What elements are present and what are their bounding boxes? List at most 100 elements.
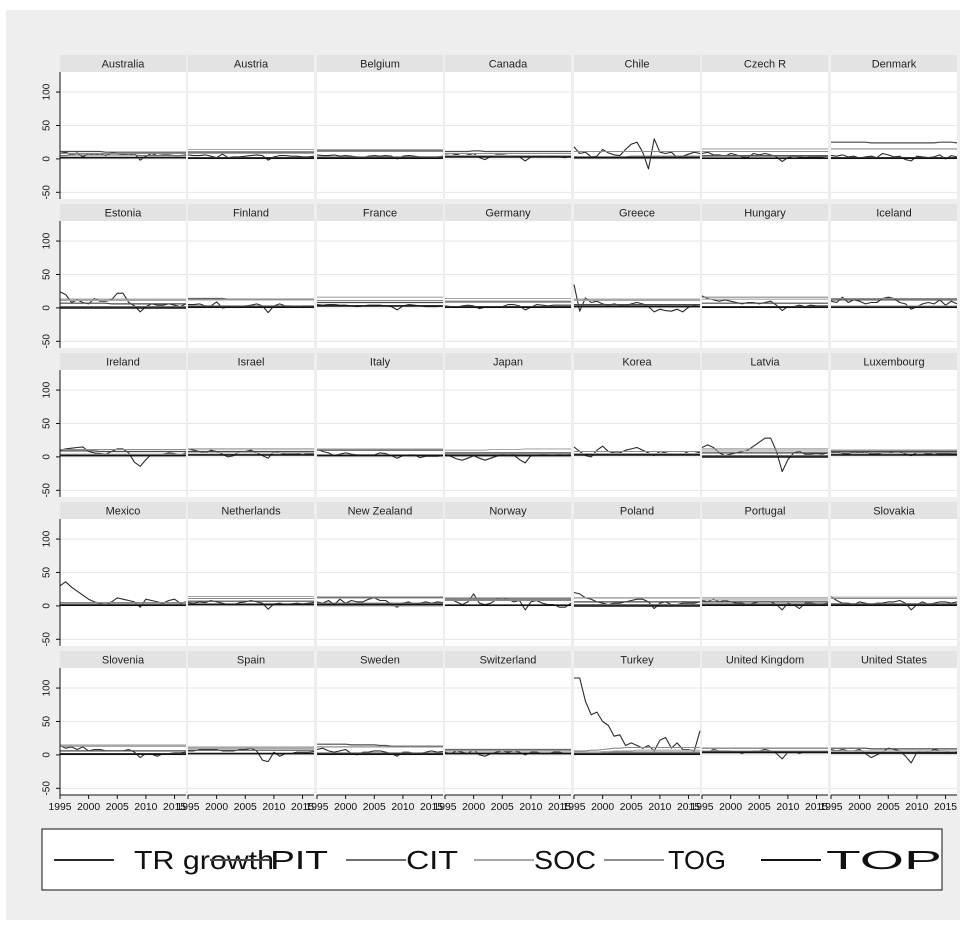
panel-grid: Australia -50 0 50 100 Austria Belgium Canada Ch… (42, 55, 958, 813)
panel-header-latvia (702, 353, 828, 370)
plot-area-luxembourg (831, 370, 957, 497)
panel-title-mexico: Mexico (106, 506, 141, 518)
panel-title-australia: Australia (102, 59, 146, 71)
x-tick-label: 2010 (519, 802, 542, 813)
series-line-soc (445, 448, 571, 451)
panel-czech-r: Czech R (701, 55, 829, 199)
panel-title-poland: Poland (620, 506, 654, 518)
panel-title-sweden: Sweden (360, 655, 400, 667)
panel-title-czech-r: Czech R (744, 59, 786, 71)
legend-label-top: TOP (826, 845, 942, 875)
panel-latvia: Latvia (701, 353, 829, 497)
x-tick-label: 2015 (805, 802, 828, 813)
y-tick-label: 100 (42, 530, 53, 547)
panel-italy: Italy (316, 353, 444, 497)
panel-japan: Japan (444, 353, 572, 497)
panel-iceland: Iceland (830, 204, 958, 348)
series-line-soc (574, 749, 700, 753)
x-tick-label: 2015 (548, 802, 571, 813)
x-tick-label: 2015 (934, 802, 957, 813)
panel-title-israel: Israel (238, 357, 265, 369)
plot-area-ireland (60, 370, 186, 497)
series-line-tr-growth (444, 304, 571, 311)
plot-area-spain (188, 668, 314, 795)
plot-area-new-zealand (317, 519, 443, 646)
panel-title-estonia: Estonia (105, 208, 143, 220)
series-line-tr-growth (59, 151, 187, 161)
panel-header-chile (574, 55, 700, 72)
y-tick-label: 0 (42, 752, 53, 758)
panel-title-turkey: Turkey (620, 655, 654, 667)
y-tick-label: 50 (42, 119, 53, 131)
x-tick-label: 2010 (776, 802, 799, 813)
series-line-cit (60, 154, 186, 157)
panel-estonia: Estonia -50 0 50 100 (42, 204, 187, 349)
x-tick-label: 2010 (648, 802, 671, 813)
panel-title-norway: Norway (489, 506, 527, 518)
plot-area-poland (574, 519, 700, 646)
y-tick-label: -50 (42, 334, 53, 349)
y-tick-label: -50 (42, 781, 53, 796)
x-tick-label: 2010 (262, 802, 285, 813)
panel-belgium: Belgium (316, 55, 444, 199)
panel-spain: Spain 1995 2000 2005 2010 2015 (177, 651, 314, 813)
x-tick-label: 2015 (677, 802, 700, 813)
plot-area-estonia (60, 221, 186, 348)
x-tick-label: 2000 (591, 802, 614, 813)
legend-label-cit: CIT (406, 845, 458, 875)
x-tick-label: 2005 (620, 802, 643, 813)
panel-header-turkey (574, 651, 700, 668)
x-tick-label: 1995 (434, 802, 457, 813)
panel-title-korea: Korea (622, 357, 652, 369)
panel-title-slovenia: Slovenia (102, 655, 145, 667)
x-tick-label: 1995 (177, 802, 200, 813)
series-line-tr-growth (187, 153, 315, 161)
panel-mexico: Mexico -50 0 50 100 (42, 502, 187, 647)
x-tick-label: 1995 (820, 802, 843, 813)
panel-greece: Greece (573, 204, 701, 348)
plot-area-denmark (831, 72, 957, 199)
panel-title-finland: Finland (233, 208, 269, 220)
panel-korea: Korea (573, 353, 701, 497)
x-tick-label: 2015 (163, 802, 186, 813)
x-tick-label: 2005 (234, 802, 257, 813)
panel-luxembourg: Luxembourg (830, 353, 957, 497)
panel-header-hungary (702, 204, 828, 221)
y-tick-label: 0 (42, 156, 53, 162)
panel-header-italy (317, 353, 443, 370)
panel-portugal: Portugal (701, 502, 829, 646)
panel-header-austria (188, 55, 314, 72)
plot-area-czech-r (702, 72, 828, 199)
panel-title-chile: Chile (624, 59, 649, 71)
panel-header-korea (574, 353, 700, 370)
panel-title-france: France (363, 208, 397, 220)
panel-germany: Germany (444, 204, 571, 348)
series-line-tr-growth (59, 291, 187, 313)
plot-area-united-states (831, 668, 957, 795)
panel-header-greece (574, 204, 700, 221)
x-tick-label: 2005 (491, 802, 514, 813)
y-tick-label: -50 (42, 632, 53, 647)
panel-header-canada (445, 55, 571, 72)
x-tick-label: 2000 (848, 802, 871, 813)
panel-finland: Finland (188, 204, 314, 348)
panel-norway: Norway (444, 502, 572, 646)
plot-area-mexico (60, 519, 186, 646)
panel-france: France (316, 204, 444, 348)
series-line-tr-growth (701, 437, 829, 473)
panel-slovenia: Slovenia -50 0 50 100 1995 2000 2005 2010 2015 (42, 651, 186, 813)
series-line-tog (574, 746, 700, 752)
plot-area-germany (445, 221, 571, 348)
x-tick-label: 2005 (877, 802, 900, 813)
x-tick-label: 2005 (106, 802, 129, 813)
plot-area-chile (574, 72, 700, 199)
panel-header-israel (188, 353, 314, 370)
panel-header-netherlands (188, 502, 314, 519)
x-tick-label: 2015 (291, 802, 314, 813)
series-line-pit (445, 150, 571, 153)
plot-area-portugal (702, 519, 828, 646)
plot-area-japan (445, 370, 571, 497)
plot-area-iceland (831, 221, 957, 348)
